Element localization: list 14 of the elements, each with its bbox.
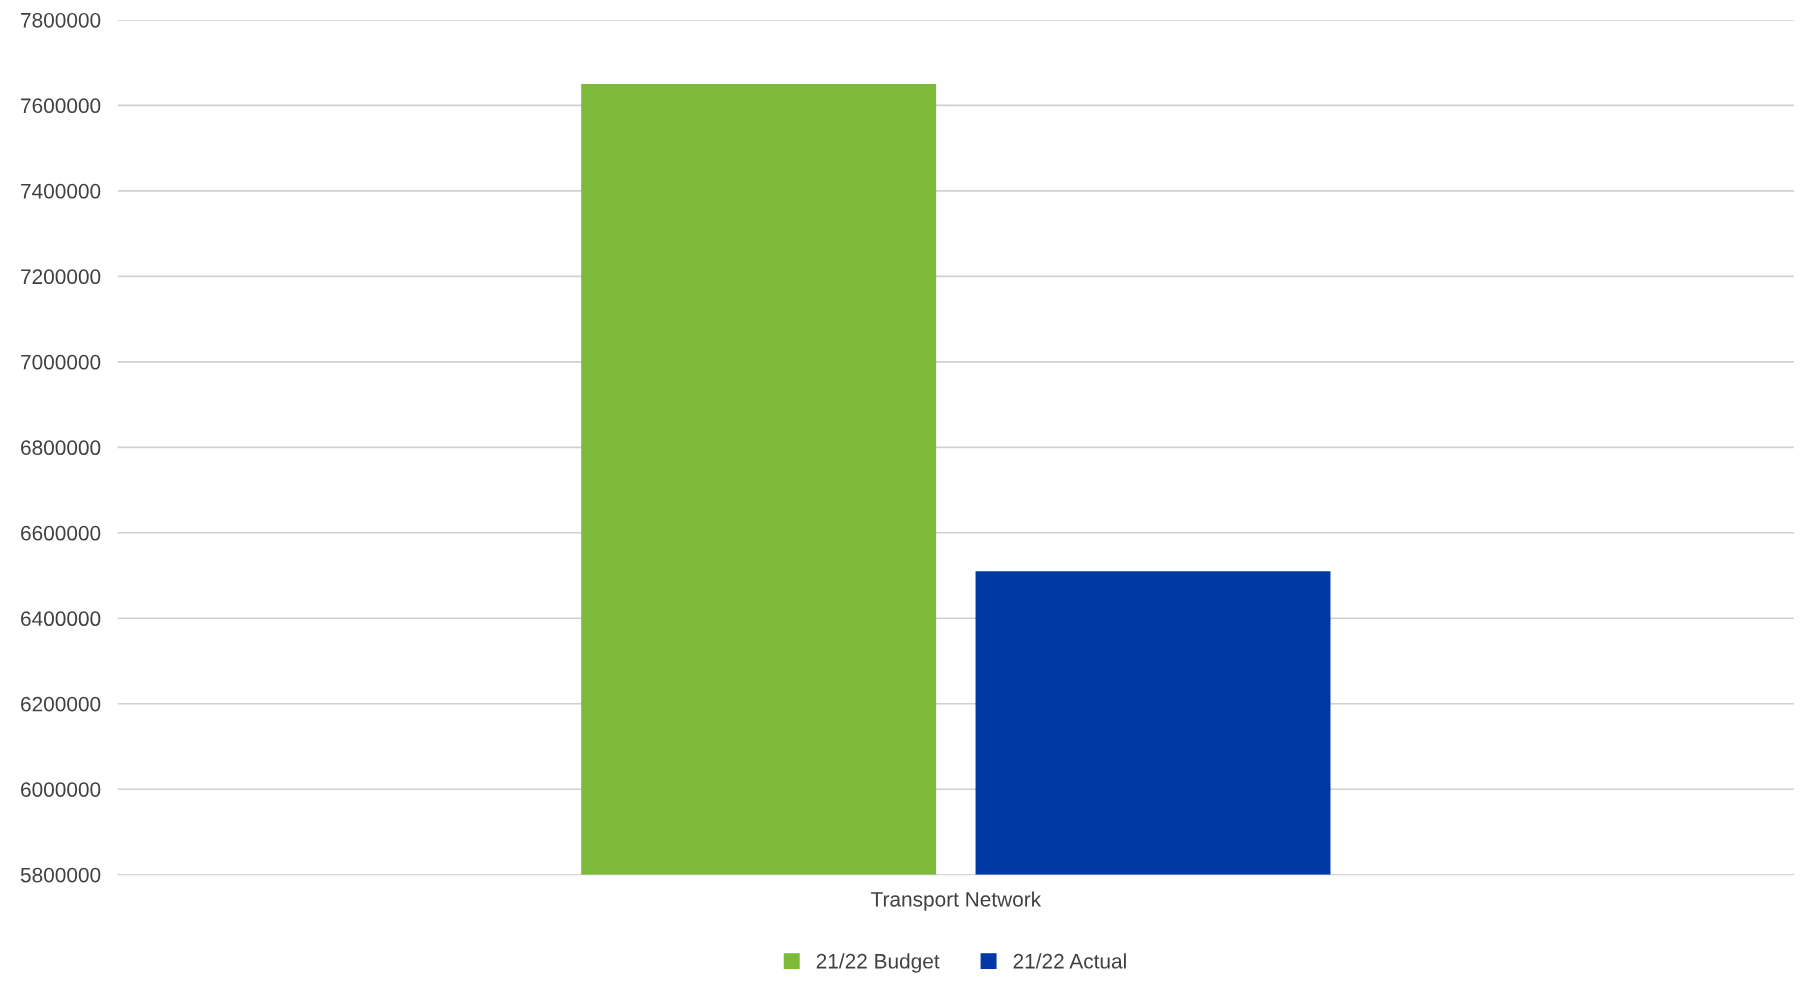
y-tick-label: 7800000 bbox=[21, 12, 101, 28]
y-tick-label: 6600000 bbox=[21, 525, 101, 541]
y-tick-label: 7600000 bbox=[21, 98, 101, 114]
y-tick-label: 5800000 bbox=[20, 867, 101, 883]
legend-label: 21/22 Budget bbox=[816, 953, 940, 973]
y-tick-label: 6400000 bbox=[21, 611, 101, 627]
y-tick-label: 6200000 bbox=[21, 696, 101, 712]
y-tick-label: 7200000 bbox=[21, 269, 101, 285]
y-tick-label: 7000000 bbox=[21, 354, 101, 370]
legend-label: 21/22 Actual bbox=[1013, 953, 1126, 969]
y-tick-label: 6800000 bbox=[21, 440, 101, 456]
y-tick-label: 6000000 bbox=[21, 782, 101, 797]
y-tick-label: 7400000 bbox=[21, 183, 101, 199]
x-tick-label: Transport Network bbox=[871, 891, 1042, 911]
